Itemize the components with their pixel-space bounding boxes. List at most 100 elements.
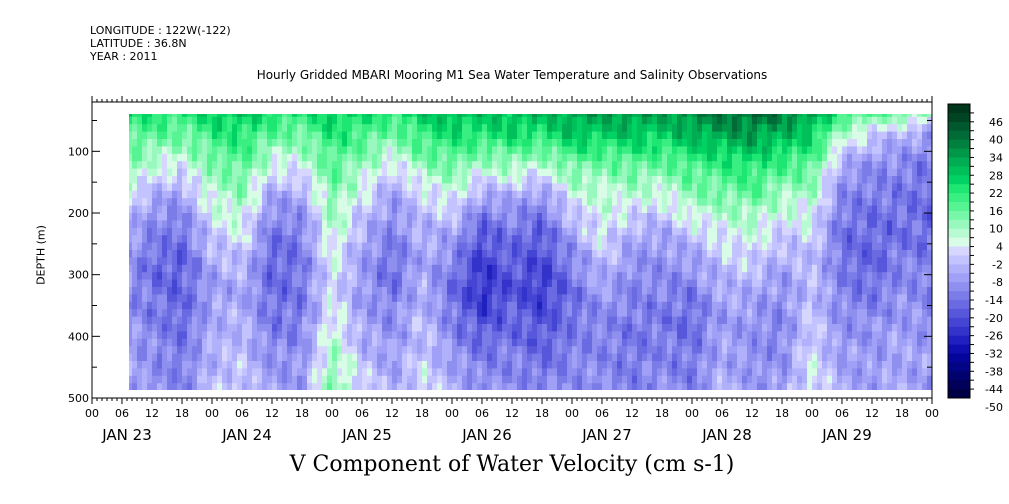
heatmap-cell	[522, 205, 528, 214]
heatmap-cell	[342, 124, 348, 132]
heatmap-cell	[567, 287, 573, 295]
heatmap-cell	[137, 331, 143, 340]
heatmap-cell	[662, 309, 668, 317]
heatmap-cell	[657, 361, 663, 369]
heatmap-cell	[512, 316, 518, 325]
heatmap-cell	[202, 205, 208, 214]
heatmap-cell	[182, 124, 188, 132]
heatmap-cell	[322, 205, 328, 214]
heatmap-cell	[402, 294, 408, 303]
heatmap-cell	[747, 346, 753, 354]
heatmap-cell	[482, 331, 488, 340]
heatmap-cell	[622, 102, 627, 110]
heatmap-cell	[272, 279, 278, 288]
heatmap-cell	[722, 116, 728, 125]
heatmap-cell	[732, 220, 738, 229]
heatmap-cell	[487, 346, 493, 354]
heatmap-cell	[642, 279, 648, 288]
heatmap-cell	[702, 116, 708, 125]
heatmap-cell	[152, 161, 158, 169]
heatmap-cell	[347, 168, 353, 177]
heatmap-cell	[612, 139, 618, 147]
heatmap-cell	[652, 272, 658, 280]
heatmap-cell	[412, 346, 418, 354]
heatmap-cell	[697, 176, 703, 184]
heatmap-cell	[217, 183, 223, 192]
heatmap-cell	[387, 353, 393, 362]
heatmap-cell	[247, 368, 253, 377]
heatmap-cell	[372, 257, 378, 266]
heatmap-cell	[272, 227, 278, 236]
heatmap-cell	[532, 287, 538, 295]
heatmap-cell	[452, 279, 458, 288]
heatmap-cell	[722, 361, 728, 369]
heatmap-cell	[222, 316, 228, 325]
heatmap-cell	[527, 324, 533, 332]
heatmap-cell	[467, 353, 473, 362]
heatmap-cell	[337, 102, 342, 110]
heatmap-cell	[707, 114, 713, 118]
heatmap-cell	[397, 102, 402, 110]
heatmap-cell	[257, 161, 263, 169]
heatmap-cell	[672, 131, 678, 140]
heatmap-cell	[247, 205, 253, 214]
heatmap-cell	[282, 375, 288, 384]
heatmap-cell	[422, 190, 428, 199]
heatmap-cell	[142, 272, 148, 280]
heatmap-cell	[457, 227, 463, 236]
heatmap-cell	[427, 257, 433, 266]
heatmap-cell	[382, 264, 388, 273]
heatmap-cell	[337, 294, 343, 303]
heatmap-cell	[172, 116, 178, 125]
heatmap-cell	[182, 235, 188, 243]
heatmap-cell	[172, 316, 178, 325]
heatmap-cell	[187, 183, 193, 192]
heatmap-cell	[197, 168, 203, 177]
heatmap-cell	[327, 116, 333, 125]
heatmap-cell	[372, 131, 378, 140]
heatmap-cell	[652, 227, 658, 236]
heatmap-cell	[392, 294, 398, 303]
heatmap-cell	[377, 301, 383, 310]
heatmap-cell	[697, 168, 703, 177]
heatmap-cell	[192, 375, 198, 384]
heatmap-cell	[432, 139, 438, 147]
heatmap-cell	[172, 324, 178, 332]
heatmap-cell	[382, 114, 388, 118]
heatmap-cell	[392, 139, 398, 147]
heatmap-cell	[222, 301, 228, 310]
heatmap-cell	[207, 361, 213, 369]
heatmap-cell	[322, 198, 328, 206]
heatmap-cell	[242, 287, 248, 295]
heatmap-cell	[367, 331, 373, 340]
heatmap-cell	[387, 235, 393, 243]
heatmap-cell	[632, 242, 638, 251]
heatmap-cell	[762, 338, 768, 347]
heatmap-cell	[342, 383, 348, 390]
heatmap-cell	[207, 131, 213, 140]
heatmap-cell	[757, 153, 763, 162]
heatmap-cell	[577, 346, 583, 354]
heatmap-cell	[712, 375, 718, 384]
heatmap-cell	[582, 183, 588, 192]
heatmap-cell	[462, 309, 468, 317]
heatmap-cell	[312, 301, 318, 310]
heatmap-cell	[412, 338, 418, 347]
heatmap-cell	[757, 301, 763, 310]
heatmap-cell	[542, 124, 548, 132]
heatmap-cell	[622, 338, 628, 347]
heatmap-cell	[597, 116, 603, 125]
heatmap-cell	[302, 272, 308, 280]
heatmap-cell	[612, 205, 618, 214]
heatmap-cell	[632, 114, 638, 118]
heatmap-cell	[192, 287, 198, 295]
heatmap-cell	[137, 161, 143, 169]
heatmap-cell	[402, 220, 408, 229]
heatmap-cell	[427, 213, 433, 221]
heatmap-cell	[572, 102, 577, 110]
heatmap-cell	[607, 183, 613, 192]
heatmap-cell	[467, 153, 473, 162]
heatmap-cell	[452, 198, 458, 206]
heatmap-cell	[362, 116, 368, 125]
heatmap-cell	[692, 227, 698, 236]
